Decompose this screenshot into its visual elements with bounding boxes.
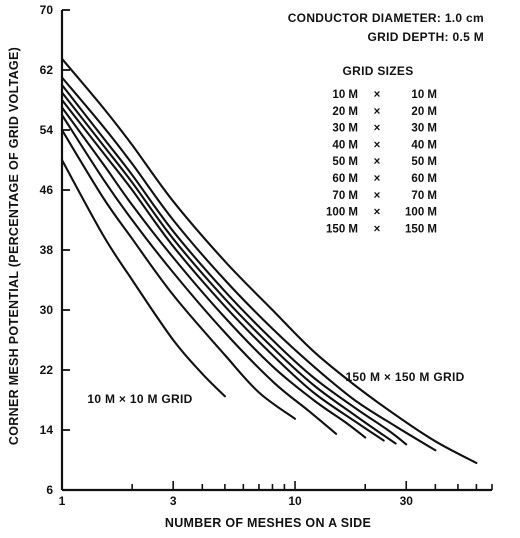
y-tick-label: 38 [40,243,54,257]
legend-entry-length: 20 M [411,106,437,118]
legend-entry-width: 40 M [332,139,358,151]
y-tick-label: 54 [40,123,54,137]
y-tick-label: 14 [40,423,54,437]
x-axis-label: NUMBER OF MESHES ON A SIDE [165,516,371,530]
y-tick-label: 46 [40,183,54,197]
grid-depth-note: GRID DEPTH: 0.5 M [368,30,484,44]
legend-entry-width: 100 M [326,207,358,219]
legend-entry-separator: × [374,139,381,151]
legend-entry-length: 10 M [411,89,437,101]
series-line [60,91,397,445]
x-tick-label: 10 [288,494,302,508]
x-tick-label: 3 [170,494,177,508]
legend-entry-width: 150 M [326,223,358,235]
legend-entry-separator: × [374,173,381,185]
legend-entry-width: 20 M [332,106,358,118]
legend-entry-width: 10 M [332,89,358,101]
series-line [60,106,367,439]
legend-entry-length: 60 M [411,173,437,185]
series-line [60,98,385,442]
series-line [60,158,226,398]
series-line [60,76,437,452]
legend-entry-width: 60 M [332,173,358,185]
legend-entry-separator: × [374,106,381,118]
y-tick-label: 70 [40,3,54,17]
legend-entry-length: 40 M [411,139,437,151]
y-axis-label: CORNER MESH POTENTIAL (PERCENTAGE OF GRI… [7,47,21,445]
conductor-diameter-note: CONDUCTOR DIAMETER: 1.0 cm [288,11,484,25]
small-grid-label: 10 M × 10 M GRID [87,392,192,406]
legend-entry-length: 70 M [411,190,437,202]
series-line [60,57,478,465]
grid-sizes-heading: GRID SIZES [342,64,413,78]
legend-entry-length: 100 M [405,207,437,219]
y-tick-label: 6 [46,483,53,497]
legend-entry-separator: × [374,89,381,101]
series-line [60,83,408,446]
series-line [60,113,338,435]
legend-entry-separator: × [374,156,381,168]
legend-entry-width: 30 M [332,123,358,135]
legend-entry-width: 50 M [332,156,358,168]
legend: 10 M × 10 M 20 M × 20 M 30 M × 30 M 40 M × 40 M 50 M… [326,89,437,235]
legend-entry-length: 30 M [411,123,437,135]
legend-entry-width: 70 M [332,190,358,202]
legend-entry-length: 50 M [411,156,437,168]
series-line [60,128,297,420]
legend-entry-length: 150 M [405,223,437,235]
y-tick-label: 22 [40,363,54,377]
legend-entry-separator: × [374,223,381,235]
x-tick-label: 30 [400,494,414,508]
large-grid-label: 150 M × 150 M GRID [345,370,464,384]
legend-entry-separator: × [374,190,381,202]
y-tick-label: 62 [40,63,54,77]
y-tick-label: 30 [40,303,54,317]
x-tick-label: 1 [59,494,66,508]
legend-entry-separator: × [374,207,381,219]
legend-entry-separator: × [374,123,381,135]
